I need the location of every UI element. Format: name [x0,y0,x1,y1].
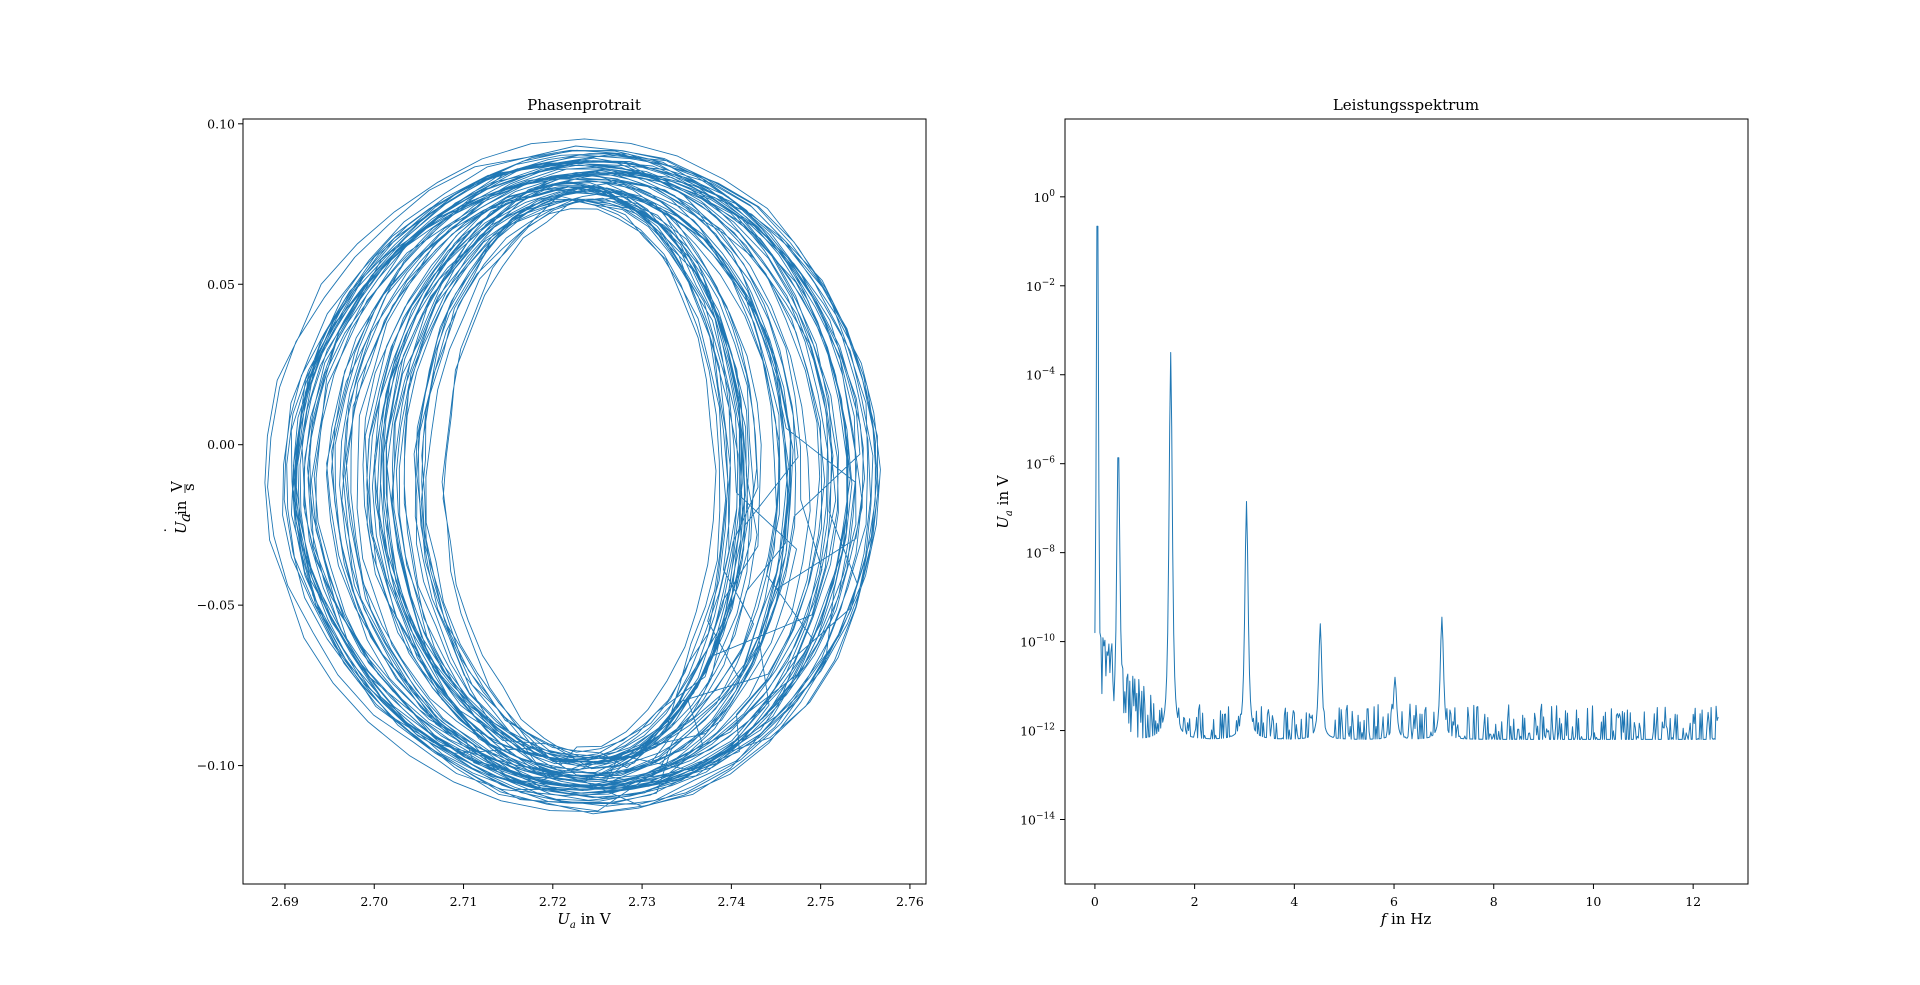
y-tick-label: 10−2 [1026,278,1055,294]
phase-trajectory-line [264,138,881,815]
power-spectrum-series [1094,225,1719,740]
x-tick-label: 2.71 [450,894,478,909]
phase-portrait-y-label-u: U [172,520,190,534]
x-tick-label: 2.69 [271,894,299,909]
x-tick-label: 2.72 [539,894,567,909]
phase-portrait-trajectory [264,138,881,815]
y-tick-label: 0.10 [207,116,235,131]
power-spectrum-y-ticks: 100 10−2 10−4 10−6 10−8 10−10 10−12 10−14 [1020,189,1065,828]
y-tick-label: 10−14 [1020,812,1055,828]
phase-portrait-y-label-rest: in [172,500,190,515]
power-spectrum-x-ticks: 0 2 4 6 8 10 12 [1091,884,1701,909]
phase-portrait-y-label-frac-num: V [168,480,186,493]
x-tick-label: 2.73 [628,894,656,909]
x-tick-label: 10 [1585,894,1601,909]
x-tick-label: 2 [1191,894,1199,909]
spectrum-line [1094,225,1719,740]
power-spectrum-frame [1064,118,1749,885]
power-spectrum-y-label: Ua in V [994,474,1015,529]
phase-portrait-x-label: Ua in V [557,910,612,931]
x-tick-label: 0 [1091,894,1099,909]
y-tick-label: 10−8 [1026,545,1055,561]
x-tick-label: 4 [1290,894,1298,909]
y-tick-label: 100 [1033,189,1055,205]
phase-portrait-y-label-frac-den: s [180,483,198,491]
x-tick-label: 2.70 [360,894,388,909]
y-tick-label: 10−6 [1026,456,1055,472]
x-tick-label: 2.76 [896,894,924,909]
power-spectrum-y-label-text: Ua in V [994,474,1015,529]
y-tick-label: 0.05 [207,277,235,292]
y-tick-label: 10−4 [1026,367,1055,383]
phase-portrait-axes: Phasenprotrait 2.69 2.70 2.71 2.72 2.73 2.74 2… [162,96,927,931]
x-tick-label: 12 [1685,894,1701,909]
phase-portrait-x-ticks: 2.69 2.70 2.71 2.72 2.73 2.74 2.75 2.76 [271,884,924,909]
x-tick-label: 2.75 [807,894,835,909]
x-tick-label: 8 [1490,894,1498,909]
phase-portrait-frame [242,118,927,885]
y-tick-label: −0.10 [197,758,235,773]
power-spectrum-axes: Leistungsspektrum 0 2 4 6 8 10 12 10010−210−41… [994,96,1749,928]
y-tick-label: 10−10 [1020,634,1055,650]
y-tick-label: 10−12 [1020,723,1055,739]
x-tick-label: 2.74 [717,894,745,909]
phase-portrait-y-ticks: 0.10 0.05 0.00 −0.05 −0.10 [197,116,243,773]
y-tick-label: 0.00 [207,437,235,452]
power-spectrum-title: Leistungsspektrum [1333,96,1479,114]
y-tick-label: −0.05 [197,598,235,613]
phase-portrait-y-label-sub: a [176,513,194,522]
phase-portrait-title: Phasenprotrait [527,96,641,114]
phase-portrait-y-label-dot: ˙ [162,527,180,535]
x-tick-label: 6 [1390,894,1398,909]
phase-portrait-y-label: U ˙ a in V s [162,480,198,534]
power-spectrum-x-label: f in Hz [1380,910,1432,928]
